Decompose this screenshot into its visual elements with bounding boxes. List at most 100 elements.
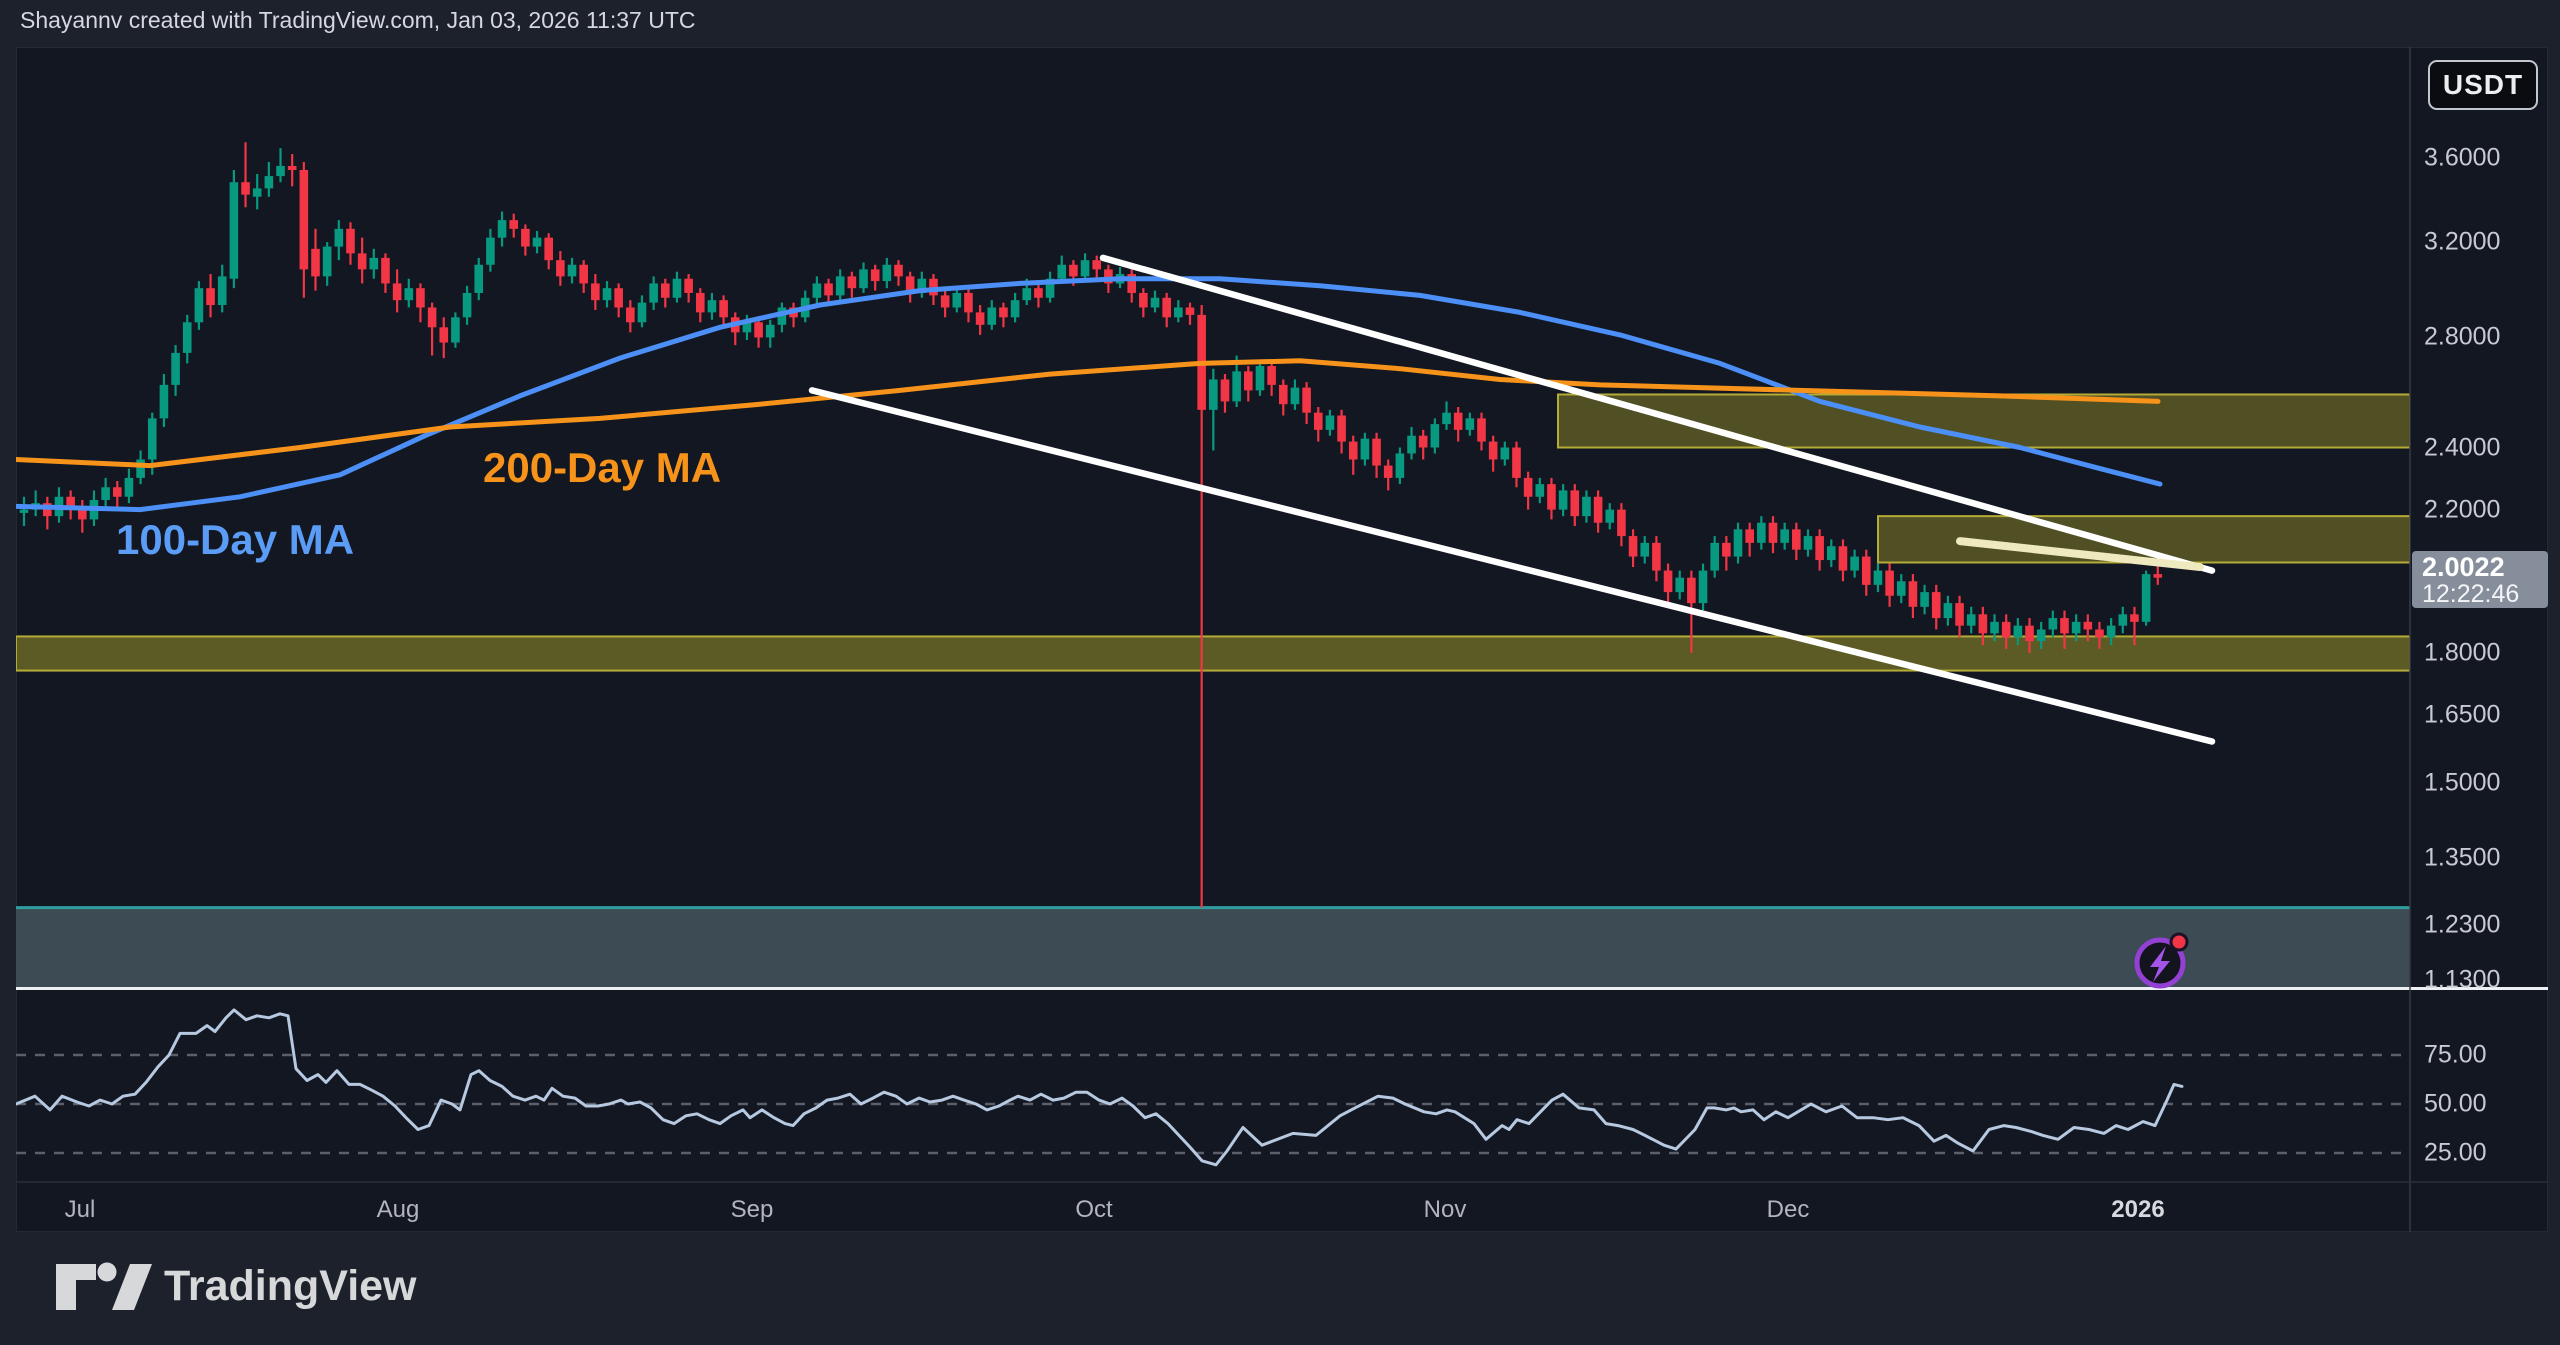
candle-body (1430, 424, 1440, 448)
candle-body (602, 288, 612, 301)
candle (894, 260, 903, 286)
candle-body (159, 384, 169, 419)
candle (1628, 529, 1638, 568)
short-resistance-line (1956, 537, 2204, 572)
attribution-header: Shayannv created with TradingView.com, J… (20, 7, 696, 33)
bolt-icon[interactable] (2150, 946, 2170, 982)
candle-body (1477, 418, 1486, 442)
candle (1244, 366, 1253, 402)
candle (43, 496, 52, 530)
candle (824, 278, 833, 306)
candle (1920, 584, 1929, 615)
candle (521, 224, 530, 256)
candle-body (78, 506, 87, 520)
candle (2130, 606, 2139, 646)
candle-body (661, 283, 670, 298)
candle (1348, 435, 1358, 475)
candle (1896, 574, 1906, 604)
candle (497, 211, 507, 247)
candle (171, 345, 180, 396)
candle (1838, 539, 1848, 582)
candle (1955, 595, 1964, 638)
price-pane[interactable] (16, 142, 2410, 991)
candle-body (1920, 592, 1929, 607)
candle-body (404, 288, 414, 301)
candle (1267, 360, 1276, 396)
candle (2036, 621, 2046, 649)
candle (1278, 379, 1288, 416)
candle (182, 314, 192, 364)
candle (1593, 490, 1603, 533)
candle-body (311, 248, 320, 277)
candle (1535, 477, 1545, 504)
candle-body (1092, 260, 1102, 270)
candle-body (2141, 574, 2151, 622)
candle (1010, 292, 1020, 323)
candle-body (882, 264, 892, 282)
candle (217, 264, 227, 313)
candle-body (1442, 412, 1451, 425)
candle-body (2060, 618, 2069, 634)
candle-body (241, 182, 250, 195)
candle-body (299, 170, 309, 270)
candle-body (1698, 570, 1708, 604)
candle (1547, 477, 1556, 520)
candle (112, 481, 122, 510)
candle (1722, 536, 1731, 571)
candle-body (1955, 603, 1964, 626)
candle-body (1768, 522, 1778, 543)
rsi-pane[interactable] (16, 1008, 2410, 1167)
candle-body (1535, 484, 1545, 497)
candle-body (416, 288, 425, 308)
candle-body (1640, 542, 1650, 557)
candle (1757, 516, 1766, 550)
candle-body (1209, 379, 1218, 410)
candle-body (1232, 371, 1241, 402)
candle-body (1220, 379, 1230, 402)
candle-body (206, 288, 215, 306)
candle-body (1255, 366, 1265, 391)
candle (591, 274, 600, 310)
candle (1430, 418, 1440, 454)
candle (2118, 606, 2128, 634)
candle-body (486, 237, 495, 265)
candle (684, 274, 693, 303)
candle-body (1360, 438, 1370, 460)
candle-body (497, 220, 507, 238)
candle (1127, 269, 1136, 303)
candle-body (835, 276, 845, 296)
candle-body (462, 292, 472, 318)
candle (626, 300, 635, 333)
candle-body (2048, 618, 2058, 630)
price-axis-label: 1.6500 (2424, 700, 2501, 729)
candle (299, 161, 309, 298)
candle (1792, 522, 1801, 561)
rsi-axis-label: 75.00 (2424, 1040, 2487, 1069)
candle-body (1617, 509, 1626, 537)
candle (672, 271, 682, 303)
candle-body (1943, 603, 1953, 619)
candle-body (1675, 577, 1685, 593)
candle (975, 305, 985, 335)
candle-body (870, 269, 880, 282)
candle (1990, 614, 1999, 642)
candle-body (905, 276, 915, 293)
candle-body (812, 283, 822, 298)
bolt-widget[interactable] (2134, 932, 2189, 989)
candle (19, 496, 29, 527)
candle-body (1267, 366, 1276, 385)
candle-body (649, 283, 658, 303)
candle (556, 251, 565, 286)
candle (789, 302, 798, 328)
candle-body (1582, 496, 1591, 517)
candle-body (1815, 536, 1824, 561)
candle (1139, 288, 1148, 318)
candle (1488, 435, 1498, 472)
candle-body (754, 322, 763, 338)
candle-body (1395, 453, 1405, 478)
candle (416, 283, 425, 323)
candle-body (1325, 415, 1335, 430)
candle (1652, 536, 1661, 582)
candle (229, 170, 239, 289)
